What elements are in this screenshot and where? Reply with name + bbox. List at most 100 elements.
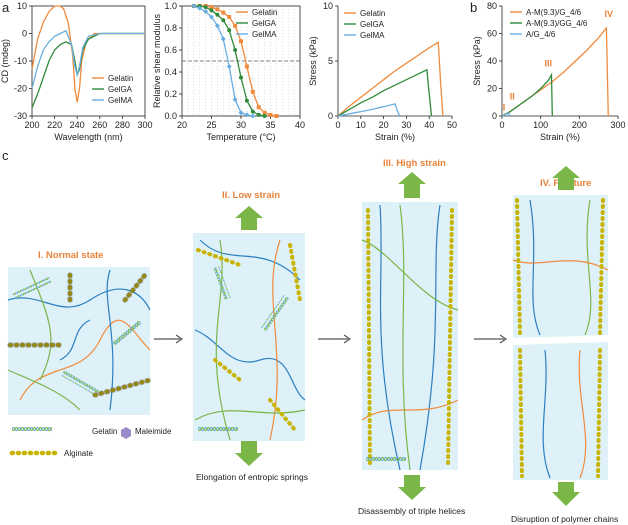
gel-box-low-strain (193, 233, 305, 441)
data-point (232, 97, 238, 102)
y-tick-label: -30 (14, 111, 27, 121)
maleimide-icon (121, 427, 131, 439)
transition-arrow-3 (474, 334, 508, 344)
data-point (214, 23, 220, 29)
data-point (239, 39, 243, 44)
x-tick-label: 260 (92, 120, 107, 130)
y-tick-label: 0.6 (164, 45, 177, 55)
data-point (239, 75, 243, 80)
y-tick-label: 0.2 (164, 89, 177, 99)
network-normal (7, 267, 153, 411)
y-axis-label: Relative shear modulus (152, 13, 162, 108)
x-tick-label: 20 (177, 120, 187, 130)
data-point (227, 15, 232, 19)
data-point (221, 18, 226, 23)
caption-triple-helices: Disassembly of triple helices (358, 506, 465, 516)
x-axis-label: Temperature (°C) (206, 132, 275, 142)
y-tick-label: 80 (487, 1, 497, 11)
data-point (221, 10, 226, 15)
y-tick-label: 40 (487, 56, 497, 66)
data-point (209, 8, 214, 13)
x-tick-label: 0 (499, 120, 504, 130)
series-line (337, 103, 401, 117)
data-point (197, 5, 203, 11)
data-point (209, 5, 214, 10)
data-point (268, 112, 273, 117)
x-tick-label: 30 (401, 120, 411, 130)
shear-modulus-chart: 20 25 30 35 40 1.0 0.8 0.6 0.4 0.2 0.0 Temperature … (152, 1, 305, 142)
y-tick-label: 0.4 (164, 67, 177, 77)
x-tick-label: 30 (236, 120, 246, 130)
series-line (31, 5, 145, 103)
series-line (31, 29, 145, 89)
up-arrow-2 (235, 206, 263, 230)
x-axis-label: Strain (%) (540, 132, 580, 142)
data-point (238, 110, 244, 116)
data-point (233, 23, 238, 28)
gel-box-fracture-bottom (513, 342, 608, 480)
x-tick-label: 280 (115, 120, 130, 130)
data-point (262, 110, 267, 115)
x-axis-label: Strain (%) (375, 132, 415, 142)
y-axis-label: Stress (kPa) (472, 36, 482, 86)
data-point (262, 114, 267, 118)
data-point (250, 113, 256, 119)
y-axis-label: Stress (kPa) (308, 36, 318, 86)
caption-polymer-chains: Disruption of polymer chains (511, 514, 618, 524)
legend-entry: A-M(9.3)/G_4/6 (526, 8, 582, 17)
cd-spectrum-chart: 200 220 240 260 280 300 10 0 -10 -20 -30 Wavelength… (0, 1, 153, 142)
x-tick-label: 50 (447, 120, 457, 130)
legend-entry: Gelatin (252, 8, 277, 17)
gel-box-normal (8, 267, 150, 415)
y-tick-label: -10 (14, 56, 27, 66)
series-line (337, 68, 433, 117)
legend-entry: GelMA (360, 31, 385, 40)
data-point (256, 112, 261, 117)
data-point (244, 98, 249, 103)
stage-label-1: I. Normal state (38, 250, 103, 261)
legend-entry: Gelatin (108, 74, 133, 83)
data-point (203, 5, 208, 10)
data-point (203, 9, 209, 14)
x-tick-label: 10 (356, 120, 366, 130)
gelatin-legend-swatch (12, 427, 52, 433)
y-tick-label: 0.0 (164, 111, 177, 121)
up-arrow-3 (398, 172, 426, 198)
up-arrow-4 (552, 166, 580, 190)
down-arrow-2 (235, 441, 263, 466)
stage-label-3: III. High strain (383, 158, 446, 169)
series-line (501, 112, 511, 117)
x-tick-label: 20 (379, 120, 389, 130)
x-tick-label: 240 (70, 120, 85, 130)
caption-entropic-springs: Elongation of entropic springs (196, 472, 308, 482)
y-tick-label: 0 (22, 29, 27, 39)
data-point (244, 64, 249, 69)
fracture-schematic: I. Normal state Gelatin Maleimide Algina… (7, 158, 618, 524)
y-tick-label: 0 (492, 111, 497, 121)
x-tick-label: 40 (424, 120, 434, 130)
x-tick-label: 25 (206, 120, 216, 130)
data-point (220, 36, 226, 42)
network-high-strain (361, 204, 459, 471)
y-tick-label: 5 (328, 56, 333, 66)
region-annotation: I (503, 103, 506, 113)
series-line (337, 41, 444, 117)
y-tick-label: 60 (487, 29, 497, 39)
gel-box-high-strain (362, 202, 458, 470)
data-point (244, 112, 250, 118)
region-annotation: II (510, 92, 515, 102)
region-annotation: IV (604, 9, 613, 19)
data-point (256, 105, 261, 110)
legend-entry: GelMA (252, 30, 277, 39)
legend-entry: A-M(9.3)/GG_4/6 (526, 19, 588, 28)
x-tick-label: 300 (610, 120, 625, 130)
data-point (274, 114, 279, 118)
legend-entry: GelMA (108, 96, 133, 105)
x-tick-label: 100 (533, 120, 548, 130)
y-tick-label: 10 (323, 1, 333, 11)
network-fracture (512, 198, 609, 479)
data-point (250, 89, 255, 94)
legend-entry: GelGA (252, 19, 277, 28)
transition-arrow-1 (154, 334, 184, 344)
